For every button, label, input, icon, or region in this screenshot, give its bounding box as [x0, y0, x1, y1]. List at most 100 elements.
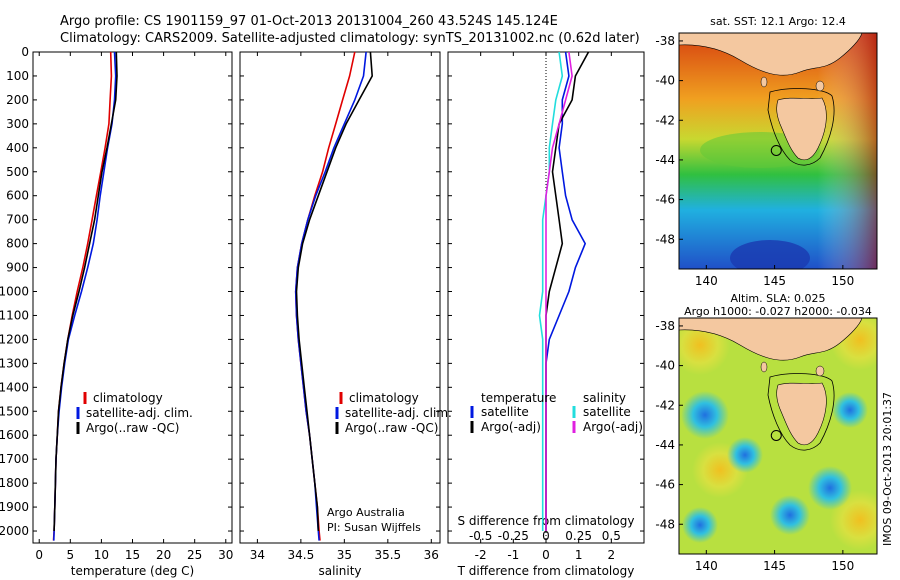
y-tick-label: 1600 [0, 428, 29, 442]
y-tick-label: 1800 [0, 476, 29, 490]
legend-label-argo: Argo(..raw -QC) [345, 421, 438, 435]
pi-label: PI: Susan Wijffels [327, 521, 421, 534]
y-tick-label: 1400 [0, 380, 29, 394]
salinity-panel: 34 34.5 35 35.5 36 salinity [239, 51, 441, 578]
x-tick-label: 36 [424, 548, 439, 562]
argo-australia-label: Argo Australia [327, 506, 405, 519]
x-tick-label: 2 [608, 548, 616, 562]
temperature-legend: climatology satellite-adj. clim. Argo(..… [76, 391, 193, 435]
y-tick-label: 900 [6, 261, 29, 275]
sla-cold-eddy [682, 507, 718, 543]
y-tick-label: 300 [6, 117, 29, 131]
sla-cold-eddy [808, 466, 852, 510]
tasmania [776, 97, 827, 161]
y-tick-label: 1700 [0, 452, 29, 466]
x-tick-label: 34.5 [288, 548, 315, 562]
x-tick-label: 25 [187, 548, 202, 562]
sla-cold-eddy [681, 391, 729, 439]
y-tick-label: 700 [6, 213, 29, 227]
sst-map-axes: 140 145 150 -38 -40 -42 -44 -46 -48 [655, 34, 854, 288]
profile-location-marker [770, 144, 782, 156]
y-tick-label: 500 [6, 165, 29, 179]
temperature-panel: 0 5 10 15 20 25 300100200300400500600700800900… [0, 45, 233, 578]
series-line-argo-raw-qc- [53, 51, 118, 532]
sla-cold-eddy [770, 495, 810, 535]
y-tick-label: 600 [6, 189, 29, 203]
legend-label-s-argo: Argo(-adj) [583, 420, 643, 434]
lat-tick-label: -40 [655, 359, 675, 373]
salinity-legend: climatology satellite-adj. clim. Argo(..… [335, 391, 452, 435]
y-tick-label: 400 [6, 141, 29, 155]
x-tick-label: 10 [94, 548, 109, 562]
x-tick-label-secondary: 0.25 [565, 529, 592, 543]
x-tick-label: 1 [575, 548, 583, 562]
sla-map: 140 145 150 -38 -40 -42 -44 -46 -48 [655, 317, 878, 573]
lat-tick-label: -46 [655, 193, 675, 207]
plot-frame [239, 51, 441, 544]
y-tick-label: 1200 [0, 332, 29, 346]
y-tick-label: 2000 [0, 524, 29, 538]
sst-map-frame [678, 32, 878, 270]
x-tick-label: 0 [35, 548, 43, 562]
x-tick-label-secondary: 0 [542, 529, 550, 543]
legend-label-satellite: satellite-adj. clim. [345, 406, 452, 420]
lon-tick-label: 150 [831, 274, 854, 288]
sla-map-frame [678, 317, 878, 555]
series-line-salinity-argo-adj- [545, 51, 573, 531]
flinders-island [815, 80, 825, 92]
plot-frame [32, 51, 233, 544]
y-tick-label: 0 [21, 45, 29, 59]
king-island [760, 76, 768, 88]
sst-cold-patch [730, 240, 810, 269]
lat-tick-label: -44 [655, 153, 675, 167]
lat-tick-label: -42 [655, 398, 675, 412]
legend-label-climatology: climatology [349, 391, 419, 405]
legend-label-satellite: satellite-adj. clim. [86, 406, 193, 420]
legend-label-t-argo: Argo(-adj) [481, 420, 541, 434]
legend-label-argo: Argo(..raw -QC) [86, 421, 179, 435]
y-tick-label: 1900 [0, 500, 29, 514]
y-tick-label: 100 [6, 69, 29, 83]
y-tick-label: 1300 [0, 356, 29, 370]
lon-tick-label: 145 [763, 274, 786, 288]
lon-tick-label: 150 [831, 559, 854, 573]
x-axis-label: temperature (deg C) [71, 564, 194, 578]
x-tick-label: 35.5 [374, 548, 401, 562]
x-tick-label: 15 [125, 548, 140, 562]
lat-tick-label: -48 [655, 232, 675, 246]
flinders-island [815, 365, 825, 377]
legend-head-temperature: temperature [481, 391, 556, 405]
difference-legend: temperature salinity satellite satellite… [470, 391, 643, 434]
profile-location-marker [770, 429, 782, 441]
sst-map-title: sat. SST: 12.1 Argo: 12.4 [710, 15, 846, 28]
y-tick-label: 1100 [0, 308, 29, 322]
sla-map-title: Altim. SLA: 0.025 [730, 292, 825, 305]
x-tick-label: 0 [542, 548, 550, 562]
legend-label-t-satellite: satellite [481, 405, 529, 419]
difference-panel: -2 -1 0 1 2 -0.5 -0.25 0 0.25 0.5 T difference fro… [447, 51, 645, 578]
figure-title-line1: Argo profile: CS 1901159_97 01-Oct-2013 … [60, 14, 558, 29]
y-tick-label: 800 [6, 237, 29, 251]
x-tick-label: 30 [218, 548, 233, 562]
legend-label-climatology: climatology [93, 391, 163, 405]
sst-map: 140 145 150 -38 -40 -42 -44 -46 -48 [655, 32, 878, 288]
x-axis-label: salinity [318, 564, 361, 578]
x-tick-label: 34 [250, 548, 265, 562]
lon-tick-label: 140 [695, 559, 718, 573]
argo-height-title: Argo h1000: -0.027 h2000: -0.034 [684, 305, 872, 318]
lat-tick-label: -46 [655, 478, 675, 492]
legend-head-salinity: salinity [583, 391, 626, 405]
x-tick-label-secondary: 0.5 [602, 529, 621, 543]
y-tick-label: 200 [6, 93, 29, 107]
lat-tick-label: -42 [655, 113, 675, 127]
x-axis-label: T difference from climatology [457, 564, 635, 578]
lat-tick-label: -38 [655, 34, 675, 48]
series-line-satellite-adj-clim- [294, 51, 367, 541]
lat-tick-label: -40 [655, 74, 675, 88]
x-tick-label: 5 [66, 548, 74, 562]
legend-label-s-satellite: satellite [583, 405, 631, 419]
x-tick-label-secondary: -0.25 [498, 529, 529, 543]
x-tick-label: -2 [475, 548, 487, 562]
series-line-satellite-adj-clim- [53, 51, 117, 541]
